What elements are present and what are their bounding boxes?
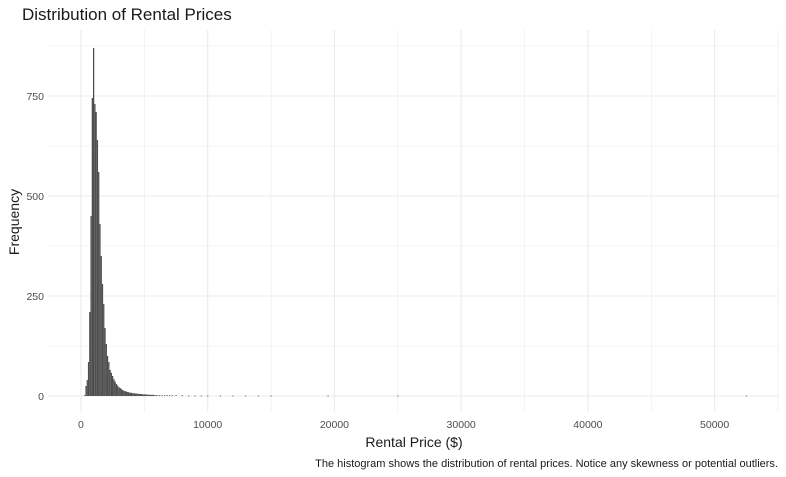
histogram-bar (85, 386, 87, 396)
histogram-bar (96, 140, 99, 396)
x-tick-label: 50000 (700, 419, 729, 431)
histogram-bar (101, 284, 104, 396)
histogram-bar (110, 372, 113, 396)
histogram-bars (84, 48, 747, 397)
histogram-bar (114, 381, 116, 396)
histogram-bar (169, 395, 171, 396)
histogram-bar (150, 394, 152, 396)
histogram-bar (87, 362, 90, 396)
x-tick-label: 10000 (193, 419, 222, 431)
histogram-bar (99, 224, 101, 396)
histogram-bar (245, 395, 247, 397)
histogram-bar (146, 394, 148, 396)
y-tick-label: 500 (26, 191, 44, 203)
histogram-bar (163, 395, 166, 396)
histogram-bar (397, 395, 399, 397)
histogram-bar (133, 393, 135, 396)
histogram-bar (108, 362, 110, 396)
histogram-bar (142, 394, 144, 396)
histogram-bar (92, 48, 95, 396)
y-tick-label: 750 (26, 91, 44, 103)
histogram-bar (128, 392, 130, 396)
histogram-bar (207, 395, 209, 397)
histogram-bar (166, 395, 168, 396)
histogram-bar (106, 356, 109, 396)
histogram-bar (105, 344, 107, 396)
chart-title: Distribution of Rental Prices (22, 5, 232, 24)
y-tick-label: 250 (26, 291, 44, 303)
histogram-bar (257, 395, 260, 397)
histogram-bar (95, 112, 97, 396)
histogram-bar (127, 392, 129, 396)
histogram-bar (153, 395, 156, 396)
histogram-bar (143, 394, 145, 396)
histogram-bar (125, 391, 128, 396)
histogram-bar (188, 395, 190, 397)
histogram-bar (200, 395, 202, 397)
histogram-bar (136, 393, 138, 396)
histogram-bar (129, 392, 132, 396)
histogram-bar (131, 392, 133, 396)
histogram-bar (151, 394, 153, 396)
histogram-bar (94, 104, 96, 396)
histogram-bar (134, 393, 137, 396)
histogram-bar (123, 390, 125, 396)
histogram-bar (113, 379, 115, 396)
x-tick-label: 0 (78, 419, 84, 431)
histogram-bar (219, 395, 221, 397)
histogram-bar (84, 395, 86, 396)
histogram-bar (232, 395, 234, 397)
histogram-bar (139, 394, 142, 396)
histogram-bar (122, 390, 124, 396)
histogram-bar (120, 389, 123, 396)
histogram-bar (158, 395, 161, 396)
x-axis-label: Rental Price ($) (365, 434, 463, 450)
histogram-bar (181, 395, 183, 396)
histogram-bar (155, 395, 157, 396)
histogram-bar (175, 395, 177, 396)
histogram-bar (138, 394, 140, 396)
histogram-bar (109, 370, 111, 396)
histogram-bar (132, 393, 134, 396)
histogram-bar (194, 395, 196, 397)
x-tick-label: 20000 (320, 419, 349, 431)
histogram-bar (137, 393, 139, 396)
histogram-bar (152, 394, 154, 396)
histogram-bar (161, 395, 163, 396)
histogram-bar (112, 376, 114, 396)
histogram-bar (90, 216, 92, 396)
histogram-bar (98, 172, 100, 396)
histogram-bar (327, 395, 329, 397)
x-tick-label: 30000 (447, 419, 476, 431)
histogram-bar (270, 395, 272, 397)
histogram-bar (91, 98, 93, 396)
histogram-bar (100, 256, 102, 396)
histogram-bar (103, 304, 105, 396)
major-gridlines (48, 30, 778, 412)
histogram-bar (119, 388, 121, 396)
histogram-bar (118, 387, 120, 396)
minor-gridlines (48, 30, 779, 412)
y-axis-ticks: 0 250 500 750 (26, 91, 44, 403)
histogram-bar (115, 384, 118, 396)
chart-caption: The histogram shows the distribution of … (315, 458, 778, 470)
histogram-bar (117, 385, 119, 396)
histogram-bar (745, 395, 747, 397)
histogram-bar (156, 395, 158, 396)
x-tick-label: 40000 (573, 419, 602, 431)
y-tick-label: 0 (38, 391, 44, 403)
x-axis-ticks: 0 10000 20000 30000 40000 50000 (78, 419, 729, 431)
histogram-bar (104, 328, 106, 396)
histogram-bar (86, 380, 88, 396)
histogram-bar (171, 395, 173, 396)
histogram-bar (148, 394, 151, 396)
histogram-bar (89, 312, 91, 396)
histogram-bar (144, 394, 147, 396)
histogram-bar (124, 391, 126, 396)
histogram-bar (141, 394, 143, 396)
histogram-bar (147, 394, 149, 396)
